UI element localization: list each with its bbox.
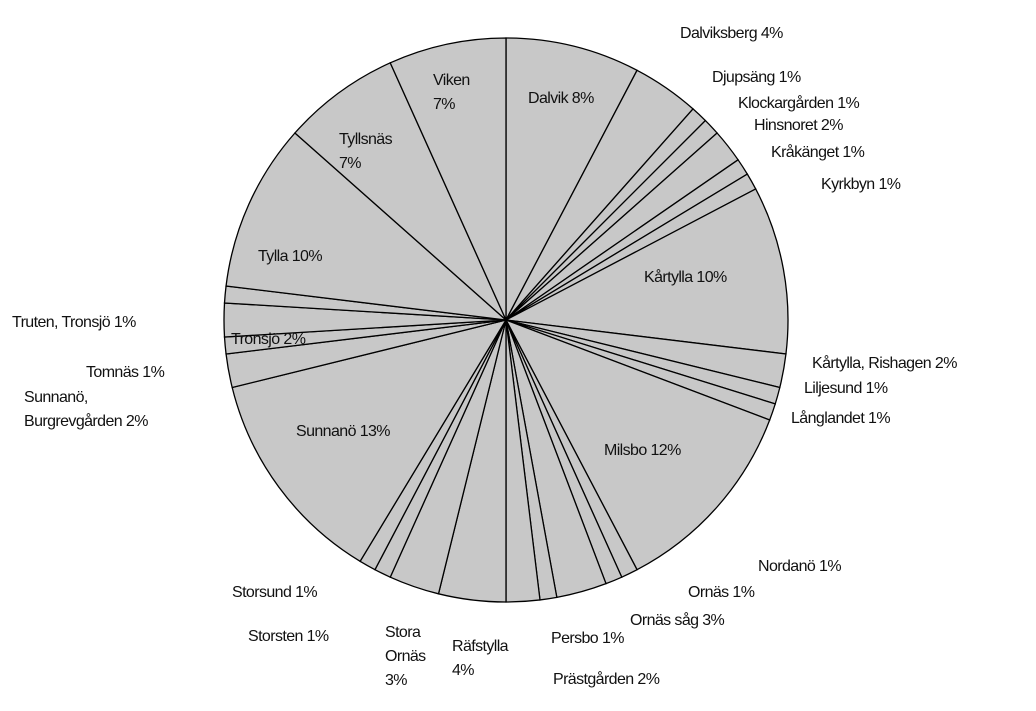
slice-label: Nordanö 1%: [758, 558, 841, 575]
slice-label: Tomnäs 1%: [86, 364, 165, 381]
slice-label: Prästgården 2%: [553, 670, 660, 688]
slice-label: Tylla 10%: [258, 248, 322, 265]
slice-label: Storsten 1%: [248, 628, 329, 645]
slice-label: Sunnanö 13%: [296, 423, 390, 440]
pie-labels: Dalvik 8% Dalviksberg 4% Djupsäng 1% Klocka…: [12, 25, 958, 689]
slice-label: Milsbo 12%: [604, 442, 681, 459]
slice-label: Tronsjö 2%: [231, 331, 306, 348]
slice-label: Dalviksberg 4%: [680, 25, 783, 42]
pie-slice: [503, 188, 789, 355]
slice-label: Stora Ornäs 3%: [385, 624, 426, 689]
pie-slice: [505, 37, 638, 321]
pie-slices: [223, 37, 789, 603]
slice-label: Ornäs såg 3%: [630, 611, 725, 629]
slice-label: Truten, Tronsjö 1%: [12, 314, 136, 331]
slice-label: Ornäs 1%: [688, 584, 755, 601]
slice-label: Kårtylla, Rishagen 2%: [812, 354, 957, 372]
slice-label: Räfstylla 4%: [452, 638, 509, 679]
slice-label: Viken 7%: [433, 72, 470, 113]
slice-label: Kårtylla 10%: [644, 268, 727, 286]
slice-label: Kyrkbyn 1%: [821, 176, 901, 193]
slice-label: Tyllsnäs 7%: [339, 131, 393, 172]
slice-label: Långlandet 1%: [791, 409, 890, 427]
pie-slice: [504, 318, 771, 571]
pie-slice: [231, 318, 508, 563]
slice-label: Klockargården 1%: [738, 94, 860, 112]
slice-label: Sunnanö, Burgrevgården 2%: [24, 389, 148, 430]
slice-label: Liljesund 1%: [804, 380, 888, 397]
pie-slice: [225, 132, 508, 321]
slice-label: Kråkänget 1%: [771, 143, 865, 161]
slice-label: Persbo 1%: [551, 630, 624, 647]
pie-slice: [389, 37, 507, 321]
slice-label: Dalvik 8%: [528, 90, 594, 107]
slice-label: Hinsnoret 2%: [754, 117, 843, 134]
slice-label: Storsund 1%: [232, 584, 317, 601]
pie-slice: [294, 61, 507, 321]
slice-label: Djupsäng 1%: [712, 69, 801, 86]
